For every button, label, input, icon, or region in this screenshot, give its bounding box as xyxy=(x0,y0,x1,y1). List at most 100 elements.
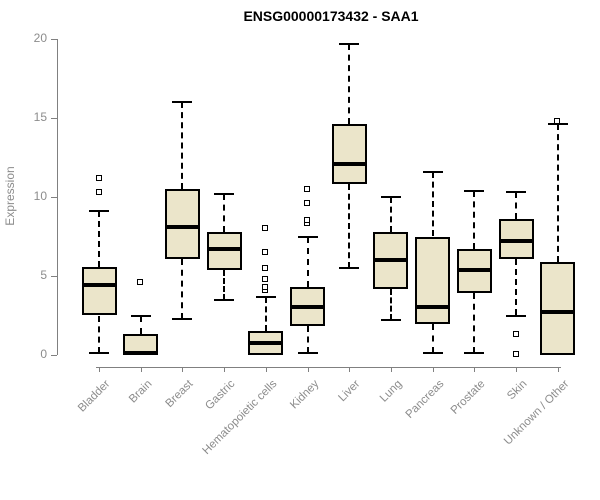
chart-title: ENSG00000173432 - SAA1 xyxy=(243,8,419,24)
upper-whisker-liver xyxy=(348,43,351,125)
x-axis-tick xyxy=(474,367,476,372)
lower-whisker-lung xyxy=(389,288,392,321)
lower-whisker-breast xyxy=(181,258,184,319)
outlier-point-skin xyxy=(512,330,519,337)
upper-whisker-brain xyxy=(139,315,142,335)
outlier-point-kidney xyxy=(304,217,310,224)
y-tick-label: 0 xyxy=(40,347,47,361)
outlier-point-hematopoietic-cells xyxy=(262,225,269,232)
outlier-point-hematopoietic-cells xyxy=(262,283,269,290)
y-tick-label: 5 xyxy=(40,268,47,282)
upper-whisker-cap-breast xyxy=(172,101,193,104)
y-axis-tick xyxy=(51,276,57,277)
x-axis-tick xyxy=(349,367,351,372)
upper-whisker-pancreas xyxy=(431,171,434,237)
upper-whisker-breast xyxy=(181,102,184,190)
outlier-point-kidney xyxy=(304,185,310,192)
upper-whisker-cap-brain xyxy=(130,314,151,317)
x-axis-tick xyxy=(390,367,392,372)
upper-whisker-cap-unknown-other xyxy=(547,123,568,126)
lower-whisker-liver xyxy=(348,184,351,269)
x-axis-tick xyxy=(432,367,434,372)
upper-whisker-cap-kidney xyxy=(297,235,318,238)
lower-whisker-pancreas xyxy=(431,324,434,353)
lower-whisker-cap-gastric xyxy=(214,298,235,301)
upper-whisker-cap-prostate xyxy=(464,189,485,192)
y-tick-label: 20 xyxy=(33,31,47,45)
median-bladder xyxy=(81,283,117,288)
x-axis-tick xyxy=(140,367,142,372)
y-axis-tick xyxy=(51,39,57,40)
outlier-point-skin xyxy=(512,350,519,357)
lower-whisker-cap-lung xyxy=(380,319,401,322)
y-axis-tick xyxy=(51,355,57,356)
upper-whisker-bladder xyxy=(98,211,100,267)
upper-whisker-cap-lung xyxy=(380,196,401,198)
x-axis-tick xyxy=(307,367,309,372)
upper-whisker-unknown-other xyxy=(556,124,559,262)
outlier-point-unknown-other xyxy=(554,117,561,124)
median-lung xyxy=(373,258,409,263)
median-breast xyxy=(164,225,200,230)
upper-whisker-cap-gastric xyxy=(214,192,235,195)
box-liver xyxy=(331,124,367,185)
median-hematopoietic-cells xyxy=(248,341,284,346)
y-axis-tick xyxy=(51,118,57,119)
y-tick-label: 10 xyxy=(33,189,47,203)
outlier-point-bladder xyxy=(95,188,102,195)
median-liver xyxy=(331,161,367,166)
x-axis-tick xyxy=(516,367,517,372)
lower-whisker-cap-kidney xyxy=(297,351,318,354)
x-axis-tick xyxy=(557,367,559,372)
y-axis-line xyxy=(57,39,58,355)
median-kidney xyxy=(290,304,325,309)
lower-whisker-cap-liver xyxy=(339,267,360,270)
box-pancreas xyxy=(415,236,451,325)
lower-whisker-cap-breast xyxy=(172,317,193,320)
x-axis-line xyxy=(96,367,561,368)
median-brain xyxy=(123,350,159,355)
outlier-point-hematopoietic-cells xyxy=(262,264,269,271)
upper-whisker-prostate xyxy=(473,190,476,250)
y-tick-label: 15 xyxy=(33,110,47,124)
y-axis-label: Expression xyxy=(3,166,17,226)
outlier-point-hematopoietic-cells xyxy=(262,248,269,255)
box-skin xyxy=(498,219,534,259)
upper-whisker-cap-skin xyxy=(506,191,526,194)
outlier-point-bladder xyxy=(95,174,102,181)
outlier-point-hematopoietic-cells xyxy=(262,275,269,282)
box-unknown-other xyxy=(540,261,576,355)
x-axis-tick xyxy=(99,367,100,372)
median-skin xyxy=(498,239,534,244)
lower-whisker-prostate xyxy=(473,293,476,353)
x-axis-tick xyxy=(224,367,226,372)
lower-whisker-kidney xyxy=(306,325,309,353)
box-bladder xyxy=(81,266,117,316)
upper-whisker-lung xyxy=(389,197,392,232)
upper-whisker-skin xyxy=(515,192,517,220)
upper-whisker-kidney xyxy=(306,236,309,288)
upper-whisker-cap-pancreas xyxy=(422,170,443,173)
lower-whisker-gastric xyxy=(223,269,226,300)
x-axis-tick xyxy=(265,367,267,372)
upper-whisker-hematopoietic-cells xyxy=(264,296,267,332)
median-unknown-other xyxy=(540,310,576,315)
lower-whisker-cap-skin xyxy=(506,314,526,317)
upper-whisker-cap-liver xyxy=(339,42,360,45)
upper-whisker-cap-bladder xyxy=(89,210,109,213)
upper-whisker-cap-hematopoietic-cells xyxy=(255,295,276,298)
outlier-point-kidney xyxy=(304,199,310,206)
lower-whisker-cap-bladder xyxy=(89,352,109,355)
lower-whisker-bladder xyxy=(98,315,100,354)
median-prostate xyxy=(456,267,492,272)
median-pancreas xyxy=(415,304,451,309)
box-breast xyxy=(164,189,200,259)
upper-whisker-gastric xyxy=(223,193,226,232)
lower-whisker-cap-pancreas xyxy=(422,351,443,354)
lower-whisker-cap-prostate xyxy=(464,351,485,354)
x-axis-tick xyxy=(182,367,184,372)
lower-whisker-skin xyxy=(515,258,517,316)
outlier-point-brain xyxy=(137,278,144,285)
y-axis-tick xyxy=(51,197,57,198)
median-gastric xyxy=(206,247,242,252)
